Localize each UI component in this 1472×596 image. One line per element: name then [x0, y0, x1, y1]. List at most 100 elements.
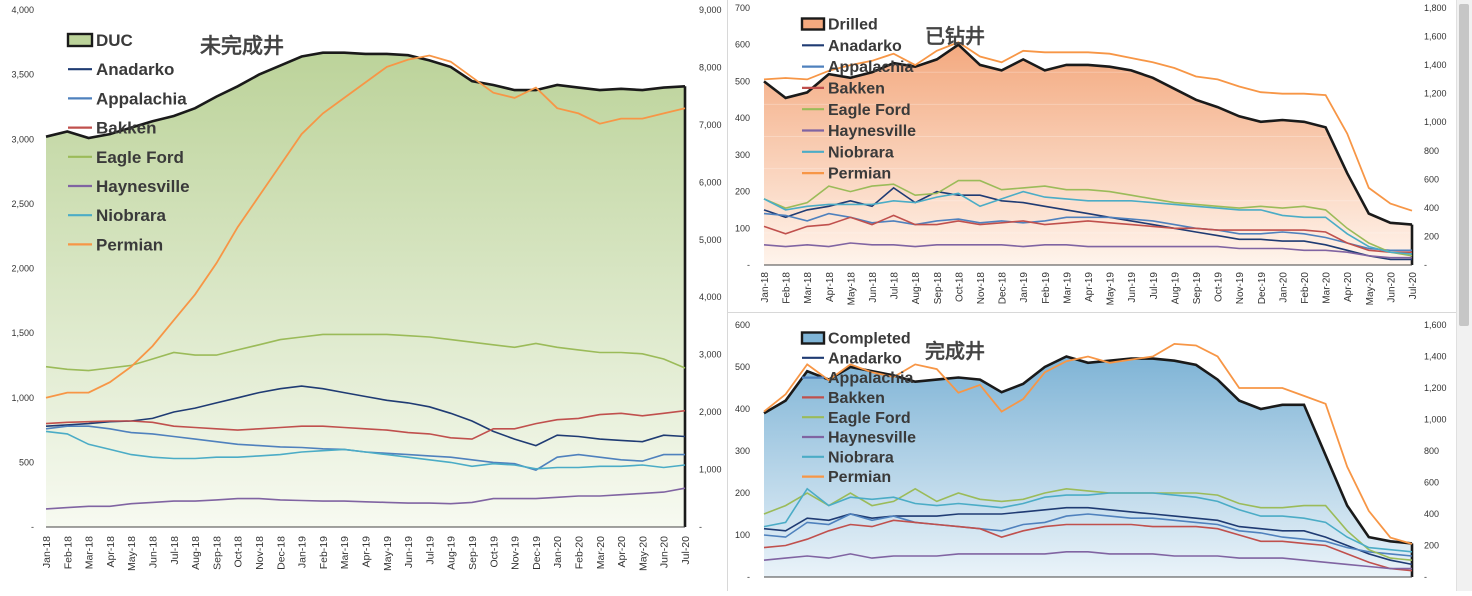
x-tick-label: Mar-19 — [339, 536, 351, 569]
y-tick-label: 100 — [735, 530, 750, 540]
legend-label-appalachia: Appalachia — [96, 89, 187, 108]
legend-label-eagle-ford: Eagle Ford — [96, 148, 184, 167]
x-tick-label: Apr-20 — [1343, 272, 1354, 302]
y-tick-label: 1,000 — [11, 393, 34, 403]
x-tick-label: Nov-19 — [510, 536, 522, 570]
y-tick-label: 400 — [735, 404, 750, 414]
x-tick-label: Mar-20 — [595, 536, 607, 569]
x-tick-label: Dec-18 — [998, 272, 1009, 305]
y2-tick-label: 9,000 — [699, 5, 722, 15]
chart-panel-3: - 100 200 300 400 500 600 - 200 400 600 800 1,000 1,2… — [735, 320, 1447, 582]
legend-label-drilled: Drilled — [828, 17, 878, 34]
x-tick-label: Jun-18 — [868, 272, 879, 303]
x-tick-label: Jun-19 — [1127, 272, 1138, 303]
y-tick-label: 500 — [19, 457, 34, 467]
x-tick-label: Apr-18 — [105, 536, 117, 568]
x-tick-label: Feb-20 — [574, 536, 586, 569]
chart-title: 未完成井 — [200, 34, 284, 58]
legend-swatch-drilled — [800, 17, 826, 31]
legend-label-eagle-ford: Eagle Ford — [828, 102, 911, 119]
x-tick-label: May-19 — [382, 536, 394, 571]
x-tick-label: May-19 — [1106, 272, 1117, 306]
series-line-anadarko — [763, 506, 1413, 566]
y-tick-label: 500 — [735, 76, 750, 86]
y-tick-label: 600 — [735, 320, 750, 330]
x-tick-label: Sep-19 — [1192, 272, 1203, 305]
x-tick-label: Jun-18 — [148, 536, 160, 568]
y2-tick-label: 1,600 — [1424, 320, 1447, 330]
x-tick-label: May-18 — [126, 536, 138, 571]
x-tick-label: Apr-20 — [616, 536, 628, 568]
y-tick-label: 300 — [735, 446, 750, 456]
y2-tick-label: 3,000 — [699, 350, 722, 360]
y-tick-label: - — [747, 260, 750, 270]
x-tick-label: Aug-19 — [446, 536, 458, 570]
x-tick-label: Jan-19 — [1019, 272, 1030, 303]
series-line-anadarko — [763, 186, 1412, 261]
series-line-bakken — [45, 409, 686, 440]
legend-label-permian: Permian — [96, 235, 163, 254]
x-tick-label: Feb-20 — [1300, 272, 1311, 304]
legend-label-haynesville: Haynesville — [828, 430, 916, 447]
y2-tick-label: 8,000 — [699, 62, 722, 72]
x-tick-label: Jan-20 — [1278, 272, 1289, 303]
y-tick-label: 4,000 — [11, 5, 34, 15]
series-line-eagle-ford — [763, 487, 1413, 561]
x-tick-label: Oct-19 — [1214, 272, 1225, 302]
series-line-niobrara — [763, 190, 1413, 255]
y2-tick-label: 1,800 — [1424, 3, 1447, 13]
chart-title: 已钻井 — [925, 24, 985, 48]
x-tick-label: Jan-20 — [552, 536, 564, 568]
series-line-haynesville — [45, 487, 686, 510]
panel-divider-horizontal — [728, 312, 1456, 313]
y2-tick-label: 600 — [1424, 478, 1439, 488]
x-tick-label: Jul-20 — [680, 536, 692, 565]
legend-label-anadarko: Anadarko — [828, 350, 902, 367]
scrollbar-thumb[interactable] — [1459, 4, 1469, 326]
x-tick-label: Jan-19 — [297, 536, 309, 568]
legend-label-completed: Completed — [828, 331, 911, 348]
y2-tick-label: 7,000 — [699, 120, 722, 130]
x-tick-label: Oct-18 — [954, 272, 965, 302]
legend-label-duc: DUC — [96, 31, 133, 50]
legend-swatch-duc — [66, 32, 94, 48]
y2-tick-label: - — [1424, 260, 1427, 270]
x-tick-label: Oct-18 — [233, 536, 245, 568]
x-tick-label: Jul-18 — [890, 272, 901, 300]
y-tick-label: 2,500 — [11, 199, 34, 209]
x-tick-label: Mar-20 — [1322, 272, 1333, 304]
y2-tick-label: - — [1424, 572, 1427, 582]
area-completed — [764, 356, 1412, 577]
legend-label-bakken: Bakken — [96, 119, 156, 138]
legend-label-niobrara: Niobrara — [828, 449, 894, 466]
y-tick-label: 700 — [735, 3, 750, 13]
x-tick-label: Jan-18 — [760, 272, 771, 303]
legend-label-haynesville: Haynesville — [96, 177, 190, 196]
y-tick-label: - — [747, 572, 750, 582]
y2-tick-label: 600 — [1424, 174, 1439, 184]
y2-tick-label: 800 — [1424, 446, 1439, 456]
y2-tick-label: 400 — [1424, 509, 1439, 519]
x-tick-label: Mar-19 — [1062, 272, 1073, 304]
y-tick-label: 200 — [735, 187, 750, 197]
panel-divider-vertical — [727, 0, 728, 591]
chart-title: 完成井 — [925, 339, 985, 363]
legend-label-appalachia: Appalachia — [828, 59, 913, 76]
y2-tick-label: 1,200 — [1424, 383, 1447, 393]
legend-label-permian: Permian — [828, 166, 891, 183]
x-tick-label: May-20 — [1365, 272, 1376, 306]
legend-label-haynesville: Haynesville — [828, 123, 916, 140]
y2-tick-label: 800 — [1424, 146, 1439, 156]
x-tick-label: Jan-18 — [41, 536, 53, 568]
x-tick-label: Aug-18 — [190, 536, 202, 570]
x-tick-label: Feb-18 — [62, 536, 74, 569]
y-tick-label: 3,000 — [11, 134, 34, 144]
series-line-anadarko — [45, 385, 686, 447]
x-tick-label: Mar-18 — [803, 272, 814, 304]
y-tick-label: 1,500 — [11, 328, 34, 338]
area-outline-drilled — [763, 43, 1413, 226]
x-tick-label: Jul-20 — [1408, 272, 1419, 300]
x-tick-label: Nov-18 — [254, 536, 266, 570]
